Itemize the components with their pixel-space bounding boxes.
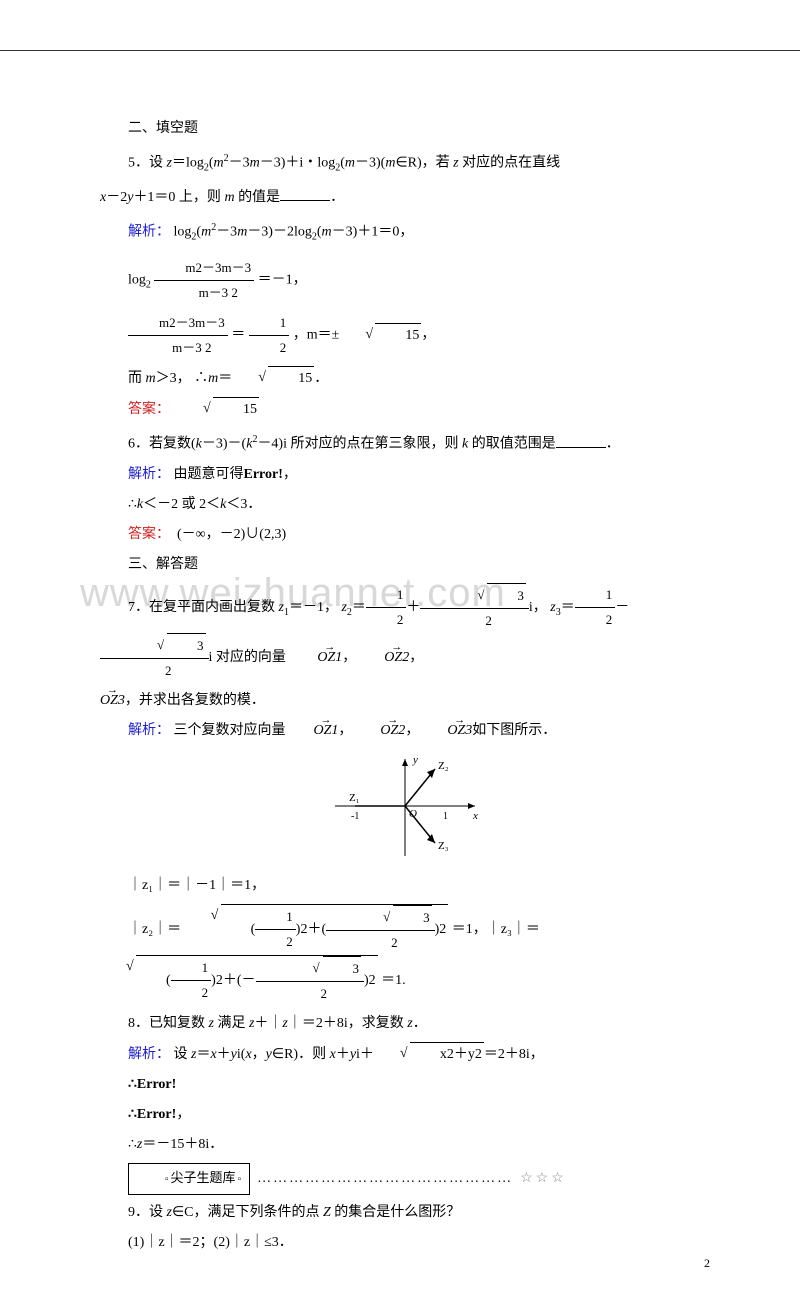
- q8-sol-1: 解析： 设 z＝x＋yi(x，y∈R)．则 x＋yi＋x2＋y2＝2＋8i，: [100, 1042, 710, 1067]
- vector-graph: y x O Z₁ Z₂ Z₃ -1 1: [100, 751, 710, 866]
- svg-text:-1: -1: [351, 811, 359, 822]
- svg-text:Z₂: Z₂: [438, 760, 449, 772]
- q5-sol-2: log2 m2－3m－3m－3 2 ＝－1，: [100, 256, 710, 305]
- q6-answer: 答案： (－∞，－2)∪(2,3): [100, 523, 710, 547]
- q7-line1: 7．在复平面内画出复数 z1＝－1， z2＝12＋32i， z3＝12－32i …: [100, 583, 710, 683]
- svg-text:1: 1: [443, 811, 448, 822]
- q7-sol-1: 解析： 三个复数对应向量OZ1，OZ2，OZ3如下图所示．: [100, 719, 710, 743]
- section-box: ▫尖子生题库▫: [128, 1163, 250, 1195]
- q5-answer: 答案： 15: [100, 397, 710, 422]
- q8-sol-2: ∴Error!: [100, 1073, 710, 1097]
- section-3-title: 三、解答题: [100, 553, 710, 577]
- section-box-row: ▫尖子生题库▫ ………………………………………… ☆☆☆: [100, 1163, 710, 1195]
- q5-sol-1: 解析： log2(m2－3m－3)－2log2(m－3)＋1＝0，: [100, 216, 710, 249]
- svg-text:O: O: [409, 808, 417, 820]
- q8-sol-4: ∴z＝－15＋8i．: [100, 1133, 710, 1157]
- q7-calc-2: ｜z₂｜＝ (12)2＋(32)2 ＝1，｜z₃｜＝ (12)2＋(－32)2 …: [100, 904, 710, 1006]
- q9-parts: (1)｜z｜＝2；(2)｜z｜≤3．: [100, 1231, 710, 1255]
- q8-text: 8．已知复数 z 满足 z＋｜z｜＝2＋8i，求复数 z．: [100, 1012, 710, 1036]
- q8-sol-3: ∴Error!，: [100, 1103, 710, 1127]
- q5-line1: 5．设 z＝log2(m2－3m－3)＋i・log2(m－3)(m∈R)，若 z…: [100, 147, 710, 180]
- page-number: 2: [704, 1256, 710, 1271]
- svg-text:Z₃: Z₃: [438, 840, 449, 852]
- q6-text: 6．若复数(k－3)－(k2－4)i 所对应的点在第三象限，则 k 的取值范围是…: [100, 428, 710, 457]
- q6-sol-1: 解析： 由题意可得Error!，: [100, 463, 710, 487]
- svg-text:y: y: [412, 754, 418, 766]
- q9-text: 9．设 z∈C，满足下列条件的点 Z 的集合是什么图形？: [100, 1201, 710, 1225]
- q5-line2: x－2y＋1＝0 上，则 m 的值是．: [100, 186, 710, 210]
- svg-text:x: x: [472, 810, 478, 822]
- q7-calc-1: ｜z₁｜＝｜－1｜＝1，: [100, 874, 710, 898]
- q5-sol-4: 而 m＞3， ∴m＝15．: [100, 366, 710, 391]
- document-body: 二、填空题 5．设 z＝log2(m2－3m－3)＋i・log2(m－3)(m∈…: [100, 117, 710, 1255]
- svg-text:Z₁: Z₁: [349, 792, 360, 804]
- section-2-title: 二、填空题: [100, 117, 710, 141]
- q6-sol-2: ∴k＜－2 或 2＜k＜3．: [100, 493, 710, 517]
- q5-sol-3: m2－3m－3m－3 2 ＝ 12 ，m＝±15，: [100, 311, 710, 360]
